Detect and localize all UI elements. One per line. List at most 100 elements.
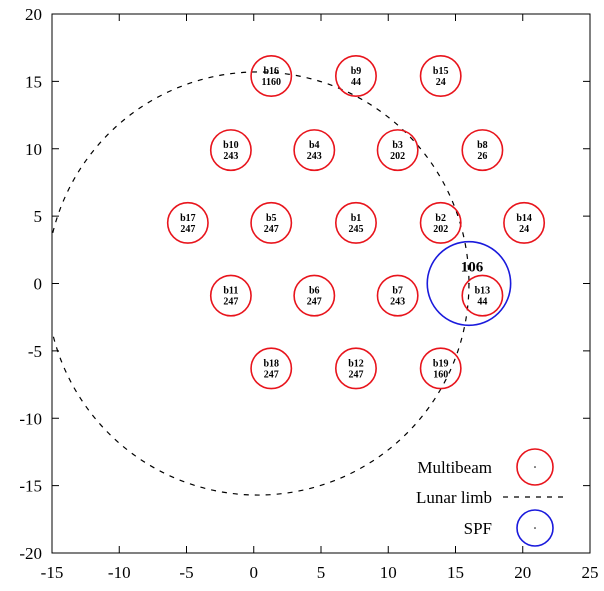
beam-circle	[293, 129, 336, 172]
beam-circle	[376, 129, 419, 172]
y-tick-label: -10	[19, 409, 42, 428]
beam-name-label: b2	[435, 213, 446, 224]
beam-value-label: 44	[351, 77, 361, 88]
beam-circle	[166, 201, 209, 244]
beam-value-label: 44	[477, 297, 487, 308]
beam-name-label: b4	[309, 140, 320, 151]
beam-value-label: 202	[390, 151, 405, 162]
beam-circle	[209, 129, 252, 172]
beam-name-label: b15	[433, 66, 449, 77]
x-tick-label: 20	[514, 563, 531, 582]
spf-circle	[426, 240, 512, 327]
beam-circle	[419, 201, 462, 244]
beam-value-label: 160	[433, 369, 448, 380]
beam-name-label: b12	[348, 358, 364, 369]
lunar-limb-circle	[52, 71, 470, 496]
beam-value-label: 24	[519, 224, 529, 235]
y-tick-label: -20	[19, 544, 42, 563]
plot-frame	[51, 13, 591, 554]
lunar-limb-layer	[52, 71, 470, 496]
spf-label: 106	[461, 260, 484, 276]
beam-circle	[461, 274, 504, 317]
y-tick-label: 20	[25, 5, 42, 24]
beam-circle	[293, 274, 336, 317]
legend-label: Lunar limb	[416, 488, 492, 507]
x-tick-label: -5	[179, 563, 193, 582]
beam-name-label: b11	[223, 286, 238, 297]
beam-circle	[376, 274, 419, 317]
y-tick-label: -5	[28, 342, 42, 361]
legend-label: SPF	[464, 519, 492, 538]
beam-value-label: 243	[307, 151, 322, 162]
legend-label: Multibeam	[417, 458, 492, 477]
legend-circle-swatch	[516, 448, 554, 486]
x-tick-label: 10	[380, 563, 397, 582]
beam-name-label: b17	[180, 213, 196, 224]
x-tick-label: 5	[317, 563, 326, 582]
legend-swatch-dot	[534, 527, 536, 529]
legend: Multibeam Lunar limb SPF	[416, 448, 567, 547]
beam-name-label: b10	[223, 140, 239, 151]
beam-name-label: b1	[351, 213, 362, 224]
beam-name-label: b19	[433, 358, 449, 369]
beam-circle	[250, 54, 293, 97]
x-tick-label: 15	[447, 563, 464, 582]
x-tick-label: 0	[250, 563, 259, 582]
beam-circle	[250, 347, 293, 390]
beam-circle	[334, 201, 377, 244]
beam-circle	[503, 201, 546, 244]
beam-value-label: 247	[180, 224, 195, 235]
beam-name-label: b18	[263, 358, 279, 369]
beams-layer: b1245b2202b3202b4243b5247b6247b7243b826b…	[166, 54, 546, 390]
y-tick-label: 0	[34, 275, 43, 294]
x-tick-label: -15	[41, 563, 64, 582]
beam-name-label: b9	[351, 66, 362, 77]
beam-name-label: b13	[475, 286, 491, 297]
beam-name-label: b3	[392, 140, 403, 151]
y-tick-label: 5	[34, 207, 43, 226]
x-tick-label: -10	[108, 563, 131, 582]
beam-name-label: b8	[477, 140, 488, 151]
beam-value-label: 247	[307, 297, 322, 308]
beam-circle	[419, 54, 462, 97]
beam-value-label: 1160	[262, 77, 281, 88]
beam-name-label: b16	[263, 66, 279, 77]
y-tick-label: -15	[19, 477, 42, 496]
beam-value-label: 243	[223, 151, 238, 162]
beam-name-label: b6	[309, 286, 320, 297]
y-tick-label: 10	[25, 140, 42, 159]
beam-circle	[250, 201, 293, 244]
beam-name-label: b5	[266, 213, 277, 224]
beam-value-label: 247	[264, 224, 279, 235]
legend-swatch-dot	[534, 466, 536, 468]
spf-center-dot	[468, 282, 470, 285]
beam-value-label: 245	[348, 224, 363, 235]
beam-name-label: b14	[516, 213, 532, 224]
beam-name-label: b7	[392, 286, 403, 297]
legend-item-spf: SPF	[464, 509, 554, 547]
beam-value-label: 24	[436, 77, 446, 88]
beam-value-label: 202	[433, 224, 448, 235]
legend-item-multibeam: Multibeam	[417, 448, 554, 486]
legend-circle-swatch	[516, 509, 554, 547]
